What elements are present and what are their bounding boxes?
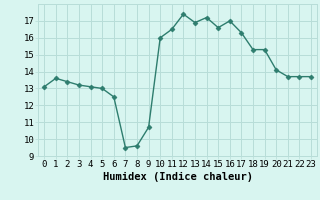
X-axis label: Humidex (Indice chaleur): Humidex (Indice chaleur) (103, 172, 252, 182)
